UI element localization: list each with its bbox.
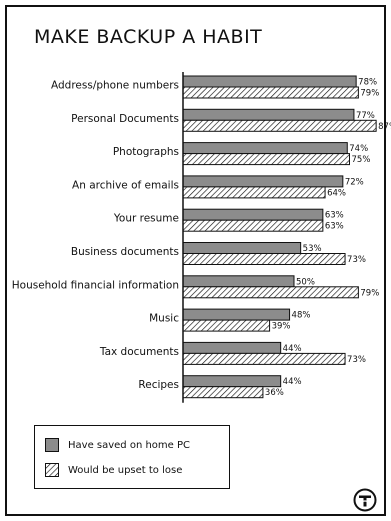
value-label-saved: 78% bbox=[358, 78, 377, 88]
value-label-upset: 39% bbox=[272, 322, 291, 332]
bar-upset bbox=[182, 86, 359, 99]
category-label: Address/phone numbers bbox=[51, 80, 179, 92]
legend-swatch-saved bbox=[45, 438, 59, 452]
legend-item-upset: Would be upset to lose bbox=[45, 463, 182, 477]
value-label-upset: 63% bbox=[325, 222, 344, 232]
legend-swatch-upset bbox=[45, 463, 59, 477]
legend: Have saved on home PC Would be upset to … bbox=[34, 425, 230, 489]
bar-upset bbox=[182, 386, 264, 399]
chart-title: MAKE BACKUP A HABIT bbox=[34, 26, 263, 48]
bar-upset bbox=[182, 253, 346, 265]
category-label: Personal Documents bbox=[71, 113, 179, 125]
category-label: Your resume bbox=[113, 213, 179, 225]
category-label: Household financial information bbox=[12, 279, 179, 291]
value-label-saved: 48% bbox=[292, 311, 311, 321]
value-label-saved: 63% bbox=[325, 211, 344, 221]
bar-upset bbox=[182, 219, 324, 232]
value-label-upset: 36% bbox=[265, 388, 284, 398]
legend-label-upset: Would be upset to lose bbox=[68, 464, 183, 476]
bar-upset bbox=[182, 186, 326, 199]
bar-saved bbox=[182, 275, 295, 288]
category-label: Tax documents bbox=[99, 346, 179, 358]
category-label: Business documents bbox=[71, 246, 179, 258]
value-label-saved: 53% bbox=[303, 244, 322, 254]
bar-upset bbox=[182, 119, 377, 132]
bar-upset bbox=[182, 319, 271, 332]
value-label-upset: 75% bbox=[352, 155, 371, 165]
category-label: Recipes bbox=[138, 379, 179, 391]
value-label-saved: 50% bbox=[296, 277, 315, 287]
category-label: Music bbox=[149, 313, 179, 325]
bar-saved bbox=[182, 375, 282, 388]
value-label-saved: 74% bbox=[349, 144, 368, 154]
value-label-upset: 79% bbox=[360, 89, 379, 99]
bar-saved bbox=[182, 308, 291, 321]
legend-label-saved: Have saved on home PC bbox=[68, 439, 191, 451]
category-label: An archive of emails bbox=[72, 179, 179, 191]
bar-saved bbox=[182, 341, 282, 354]
value-label-upset: 73% bbox=[347, 355, 366, 365]
category-label: Photographs bbox=[113, 146, 179, 158]
bar-upset bbox=[182, 153, 350, 166]
bar-upset bbox=[182, 352, 346, 365]
bar-saved bbox=[182, 142, 348, 155]
naps-logo-icon bbox=[353, 488, 377, 512]
value-label-saved: 77% bbox=[356, 111, 375, 121]
value-label-saved: 72% bbox=[345, 177, 364, 187]
bars-group: Address/phone numbers 78%79%Personal Docu… bbox=[12, 75, 391, 399]
value-label-upset: 73% bbox=[347, 255, 366, 265]
bar-upset bbox=[182, 286, 359, 299]
value-label-upset: 79% bbox=[360, 288, 379, 298]
bar-saved bbox=[182, 208, 324, 221]
legend-item-saved: Have saved on home PC bbox=[45, 438, 190, 452]
value-label-upset: 87% bbox=[378, 122, 391, 132]
bar-saved bbox=[182, 75, 357, 88]
bar-saved bbox=[182, 175, 344, 188]
value-label-saved: 44% bbox=[283, 377, 302, 387]
value-label-saved: 44% bbox=[283, 344, 302, 354]
bar-saved bbox=[182, 242, 302, 254]
value-label-upset: 64% bbox=[327, 188, 346, 198]
bar-saved bbox=[182, 108, 355, 121]
